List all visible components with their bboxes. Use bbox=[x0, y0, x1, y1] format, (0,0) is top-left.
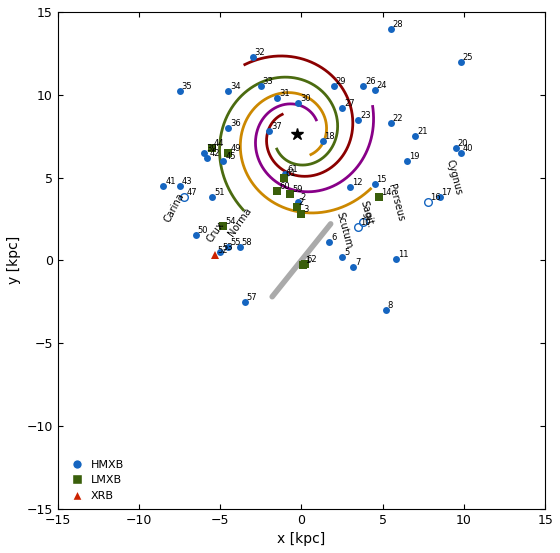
Text: 34: 34 bbox=[230, 82, 241, 91]
Text: 43: 43 bbox=[181, 177, 192, 186]
Text: 35: 35 bbox=[181, 82, 192, 91]
Text: 40: 40 bbox=[463, 144, 473, 153]
Text: 24: 24 bbox=[376, 81, 387, 90]
Text: 9: 9 bbox=[365, 213, 370, 222]
Text: 14: 14 bbox=[381, 189, 392, 197]
Text: 60: 60 bbox=[279, 182, 290, 191]
Text: 50: 50 bbox=[198, 227, 208, 236]
Text: Perseus: Perseus bbox=[386, 182, 405, 222]
Text: 28: 28 bbox=[393, 19, 403, 29]
Text: 32: 32 bbox=[255, 48, 265, 56]
Text: 27: 27 bbox=[344, 99, 354, 108]
Text: 57: 57 bbox=[246, 293, 257, 302]
Text: 62: 62 bbox=[307, 254, 318, 264]
Text: 11: 11 bbox=[398, 249, 408, 259]
Text: 23: 23 bbox=[360, 111, 371, 119]
Text: 38,46,48
(SMC/LMC): 38,46,48 (SMC/LMC) bbox=[0, 552, 1, 553]
Text: 15: 15 bbox=[376, 175, 387, 184]
Text: 30: 30 bbox=[300, 94, 311, 103]
Text: 20: 20 bbox=[458, 139, 468, 148]
Text: 10: 10 bbox=[360, 218, 371, 227]
Text: 2: 2 bbox=[300, 194, 305, 202]
Text: 51: 51 bbox=[214, 189, 225, 197]
Text: 3: 3 bbox=[304, 205, 309, 214]
Text: 54: 54 bbox=[225, 217, 236, 226]
Text: Norma: Norma bbox=[226, 206, 253, 238]
Text: 45: 45 bbox=[225, 152, 236, 161]
Text: Cygnus: Cygnus bbox=[445, 159, 464, 196]
Text: 19: 19 bbox=[409, 152, 419, 161]
Text: 61: 61 bbox=[286, 169, 296, 178]
Text: 44: 44 bbox=[214, 139, 225, 148]
Text: 8: 8 bbox=[388, 301, 393, 310]
Text: 22: 22 bbox=[393, 114, 403, 123]
Text: 42: 42 bbox=[209, 149, 220, 158]
Text: 31: 31 bbox=[279, 89, 290, 98]
Text: 1: 1 bbox=[305, 256, 310, 265]
Text: 2: 2 bbox=[298, 199, 304, 207]
Text: 5: 5 bbox=[344, 248, 349, 257]
Text: 49: 49 bbox=[230, 144, 241, 153]
Text: 25: 25 bbox=[463, 53, 473, 61]
Text: 52: 52 bbox=[217, 246, 228, 255]
Text: 37: 37 bbox=[271, 122, 282, 131]
Text: 6: 6 bbox=[331, 233, 337, 242]
Text: 21: 21 bbox=[417, 127, 428, 136]
Y-axis label: y [kpc]: y [kpc] bbox=[7, 236, 21, 284]
Text: 16: 16 bbox=[430, 194, 441, 202]
Text: 12: 12 bbox=[352, 179, 363, 187]
Text: Crux: Crux bbox=[205, 220, 226, 244]
Legend: HMXB, LMXB, XRB: HMXB, LMXB, XRB bbox=[63, 457, 127, 503]
X-axis label: x [kpc]: x [kpc] bbox=[277, 532, 325, 546]
Text: 53: 53 bbox=[222, 243, 233, 252]
Text: 33: 33 bbox=[263, 77, 273, 86]
Text: 39: 39 bbox=[206, 144, 217, 153]
Text: 26: 26 bbox=[365, 77, 376, 86]
Text: 29: 29 bbox=[336, 77, 347, 86]
Text: 41: 41 bbox=[165, 177, 176, 186]
Text: 58: 58 bbox=[242, 238, 252, 247]
Text: 59: 59 bbox=[292, 185, 302, 194]
Text: 55: 55 bbox=[230, 238, 241, 247]
Text: Scutum: Scutum bbox=[334, 211, 353, 250]
Text: 17: 17 bbox=[441, 189, 452, 197]
Text: 36: 36 bbox=[230, 119, 241, 128]
Text: Sagit.: Sagit. bbox=[358, 199, 375, 229]
Text: 61: 61 bbox=[287, 165, 298, 174]
Text: Carina: Carina bbox=[163, 191, 186, 223]
Text: 47: 47 bbox=[186, 189, 197, 197]
Text: 7: 7 bbox=[356, 258, 361, 267]
Text: 18: 18 bbox=[324, 132, 335, 141]
